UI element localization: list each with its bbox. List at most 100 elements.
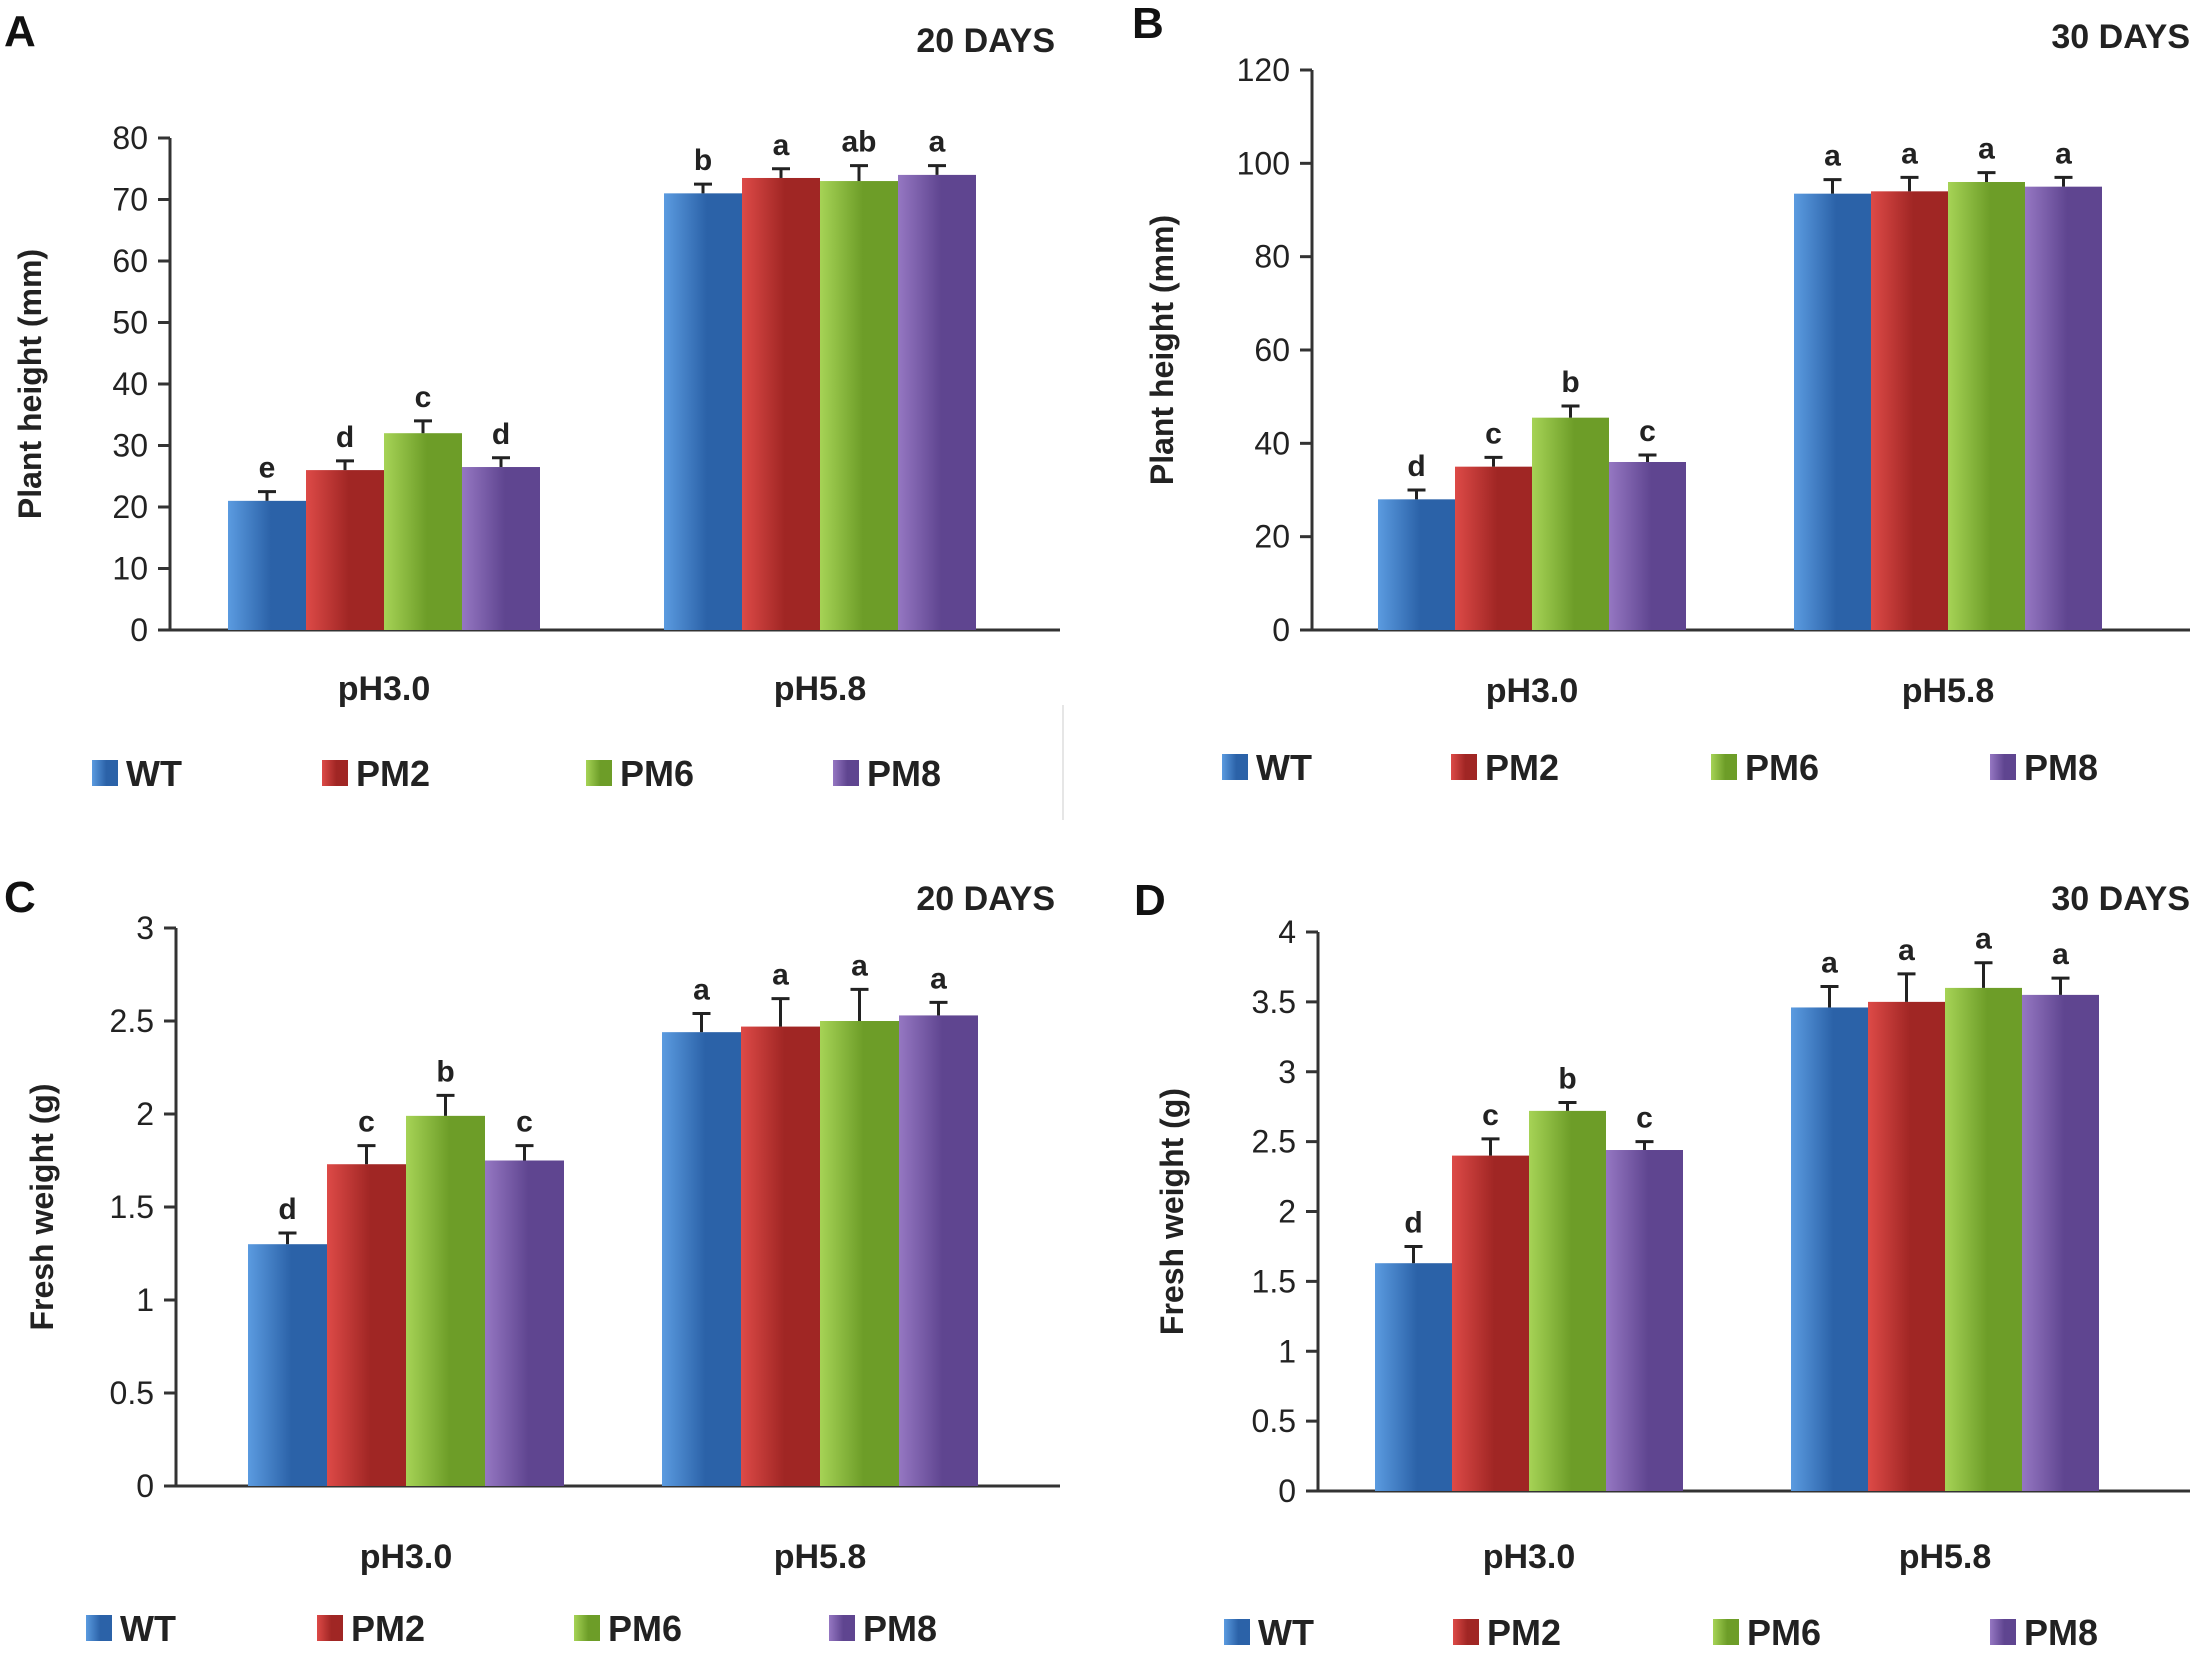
panel-b-bar-pm2-1 [1871,191,1948,631]
panel-a-y-tick-label: 70 [112,182,148,218]
panel-a-legend-label-pm8: PM8 [867,753,941,794]
panel-a-legend-label-pm6: PM6 [620,753,694,794]
panel-a-title: 20 DAYS [916,22,1055,60]
panel-d-legend-swatch-pm6 [1713,1619,1739,1645]
panel-b-title: 30 DAYS [2051,18,2190,56]
panel-b-legend-label-pm2: PM2 [1485,747,1559,788]
panel-a-y-tick-label: 50 [112,305,148,341]
panel-a-sig-letter-pm6-0: c [415,381,432,414]
panel-b-chart: B 30 DAYS 0 20 40 60 80 100 120 Plant height (mm)… [1132,0,2190,788]
panel-b-legend-label-wt: WT [1256,747,1312,788]
panel-d-sig-letter-pm2-0: c [1482,1099,1499,1132]
panel-d-bar-pm2-0 [1452,1155,1529,1491]
panel-b-y-axis-label: Plant height (mm) [1144,215,1180,485]
panel-a-y-tick-label: 0 [130,612,148,648]
panel-d-y-tick-label: 0.5 [1252,1403,1296,1439]
panel-d-y-tick-label: 3 [1278,1054,1296,1090]
panel-c-sig-letter-wt-0: d [278,1193,296,1226]
panel-c-bar-pm2-1 [741,1026,820,1486]
panel-b-y-tick-label: 40 [1254,425,1290,461]
panel-a-bar-pm8-1 [898,174,976,630]
panel-d-sig-letter-wt-1: a [1821,947,1838,980]
panel-b-sig-letter-pm2-0: c [1485,417,1502,450]
panel-c-category-label-1: pH5.8 [774,1538,867,1576]
panel-a-sig-letter-wt-1: b [694,144,712,177]
panel-d-y-tick-label: 2 [1278,1194,1296,1230]
panel-d-y-tick-label: 1 [1278,1333,1296,1369]
panel-d-legend-swatch-pm2 [1453,1619,1479,1645]
panel-a-y-tick-label: 20 [112,489,148,525]
panel-c-legend-swatch-pm6 [574,1615,600,1641]
panel-c-legend-label-pm6: PM6 [608,1608,682,1649]
panel-b-bar-pm8-0 [1609,462,1686,630]
panel-d-letter: D [1134,876,1166,925]
panel-a-y-tick-label: 80 [112,120,148,156]
panel-c-legend-label-pm8: PM8 [863,1608,937,1649]
panel-b-legend-swatch-pm8 [1990,754,2016,780]
panel-a-y-tick-label: 30 [112,428,148,464]
panel-b-bar-pm6-0 [1532,417,1609,630]
panel-c-title: 20 DAYS [916,880,1055,918]
panel-b-bar-pm6-1 [1948,182,2025,630]
panel-d-y-tick-label: 2.5 [1252,1124,1296,1160]
panel-a-chart: A 20 DAYS 0 10 20 30 40 50 60 70 80 Plant height (m… [4,7,1060,794]
panel-c-y-tick-label: 3 [136,910,154,946]
panel-d-sig-letter-pm2-1: a [1898,934,1915,967]
panel-a-y-axis-label: Plant height (mm) [12,249,48,519]
panel-c-category-label-0: pH3.0 [360,1538,453,1576]
panel-a-bar-pm2-0 [306,470,384,630]
panel-d-sig-letter-pm8-1: a [2052,938,2069,971]
panel-d-y-axis-label: Fresh weight (g) [1154,1088,1190,1335]
panel-c-sig-letter-pm8-1: a [930,962,947,995]
panel-d-bar-pm6-0 [1529,1110,1606,1491]
panel-a-sig-letter-pm2-0: d [336,421,354,454]
panel-b-category-label-1: pH5.8 [1902,672,1995,710]
panel-a-category-label-0: pH3.0 [338,670,431,708]
panel-b-legend-swatch-wt [1222,754,1248,780]
panel-c-legend-label-wt: WT [120,1608,176,1649]
panel-b-category-label-0: pH3.0 [1486,672,1579,710]
panel-d-sig-letter-pm6-0: b [1558,1062,1576,1095]
panel-a-y-tick-label: 40 [112,366,148,402]
panel-c-y-tick-label: 2.5 [110,1003,154,1039]
panel-b-y-tick-label: 20 [1254,519,1290,555]
panel-c-chart: C 20 DAYS 0 0.5 1 1.5 2 2.5 3 Fresh weight (g) d c b… [4,873,1060,1649]
panel-d-y-tick-label: 0 [1278,1473,1296,1509]
panel-b-y-tick-label: 100 [1237,145,1290,181]
panel-c-bar-wt-0 [248,1244,327,1486]
panel-d-bar-pm8-1 [2022,994,2099,1491]
panel-c-sig-letter-pm2-1: a [772,959,789,992]
panel-d-bar-pm2-1 [1868,1001,1945,1491]
panel-b-legend-label-pm8: PM8 [2024,747,2098,788]
panel-b-y-tick-label: 120 [1237,52,1290,88]
panel-b-bar-wt-0 [1378,499,1455,630]
panel-d-y-tick-label: 4 [1278,914,1296,950]
panel-b-y-tick-label: 0 [1272,612,1290,648]
panel-a-bar-pm6-0 [384,433,462,630]
panel-a-bar-pm6-1 [820,181,898,631]
panel-c-sig-letter-pm6-1: a [851,949,868,982]
panel-d-bar-wt-0 [1375,1263,1452,1491]
panel-d-legend-swatch-wt [1224,1619,1250,1645]
panel-c-bar-pm8-1 [899,1015,978,1486]
panel-a-bar-wt-1 [664,193,742,630]
panel-a-sig-letter-pm2-1: a [773,129,790,162]
panel-b-sig-letter-wt-1: a [1824,140,1841,173]
panel-a-bar-pm8-0 [462,467,540,630]
panel-c-bar-pm8-0 [485,1160,564,1486]
panel-b-sig-letter-pm8-0: c [1639,415,1656,448]
panel-b-y-tick-label: 60 [1254,332,1290,368]
panel-d-legend-label-pm2: PM2 [1487,1612,1561,1653]
panel-a-y-tick-label: 10 [112,551,148,587]
panel-a-legend-swatch-pm8 [833,760,859,786]
panel-b-letter: B [1132,0,1164,48]
panel-c-bar-pm6-0 [406,1115,485,1486]
panel-a-legend-label-wt: WT [126,753,182,794]
panel-d-sig-letter-pm6-1: a [1975,923,1992,956]
panel-a-bar-wt-0 [228,500,306,630]
panel-c-bar-pm2-0 [327,1164,406,1486]
panel-b-legend-label-pm6: PM6 [1745,747,1819,788]
panel-b-sig-letter-pm2-1: a [1901,137,1918,170]
panel-d-category-label-0: pH3.0 [1483,1538,1576,1576]
